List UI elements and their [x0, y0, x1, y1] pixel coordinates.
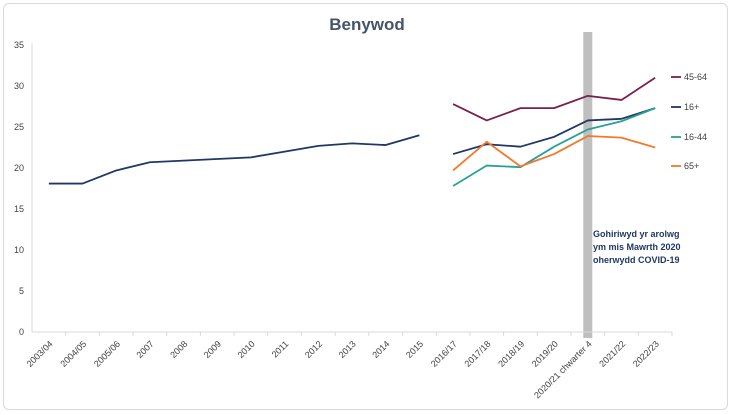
x-tick-label: 2013 — [337, 339, 358, 360]
annotation-line: ym mis Mawrth 2020 — [593, 242, 681, 252]
chart-frame — [3, 3, 728, 410]
y-tick-label: 35 — [14, 40, 24, 50]
x-tick-label: 2021/22 — [597, 339, 627, 369]
y-tick-label: 10 — [14, 245, 24, 255]
x-tick-label: 2014 — [370, 339, 391, 360]
y-tick-label: 20 — [14, 163, 24, 173]
series-line-16-44 — [452, 107, 656, 187]
legend-label: 16-44 — [684, 132, 707, 142]
series-lines — [48, 77, 656, 187]
covid-band-layer — [583, 32, 593, 338]
series-line-65- — [452, 135, 656, 172]
axes: 0 5 10 15 20 25 30 35 2003/04 2004/05 2005/06 2007 2… — [14, 40, 673, 401]
covid-annotation: Gohiriwyd yr arolwg ym mis Mawrth 2020 ohe… — [593, 229, 681, 265]
annotation-line: oherwydd COVID-19 — [593, 255, 680, 265]
x-tick-label: 2003/04 — [25, 339, 55, 369]
series-line-16- — [452, 107, 656, 155]
y-tick-label: 5 — [19, 286, 24, 296]
x-tick-label: 2004/05 — [58, 339, 88, 369]
y-tick-label: 25 — [14, 122, 24, 132]
legend-label: 16+ — [684, 102, 699, 112]
x-tick-label: 2010 — [236, 339, 257, 360]
x-tick-label: 2005/06 — [92, 339, 122, 369]
x-tick-label: 2015 — [404, 339, 425, 360]
chart-title: Benywod — [329, 15, 405, 34]
annotation-line: Gohiriwyd yr arolwg — [593, 229, 680, 239]
y-tick-label: 30 — [14, 81, 24, 91]
x-tick-label: 2018/19 — [496, 339, 526, 369]
x-tick-label: 2011 — [270, 339, 291, 360]
x-tick-label: 2016/17 — [429, 339, 459, 369]
covid-band — [583, 32, 593, 338]
y-tick-label: 0 — [19, 327, 24, 337]
x-tick-label: 2022/23 — [631, 339, 661, 369]
x-tick-label: 2012 — [303, 339, 324, 360]
x-tick-label: 2019/20 — [530, 339, 560, 369]
x-tick-label: 2008 — [168, 339, 189, 360]
series-line-overall — [48, 134, 420, 185]
series-line-45-64 — [452, 77, 656, 122]
legend: 45-64 16+ 16-44 65+ — [671, 72, 707, 171]
x-tick-label: 2017/18 — [463, 339, 493, 369]
legend-label: 65+ — [684, 161, 699, 171]
y-tick-label: 15 — [14, 204, 24, 214]
x-tick-label: 2009 — [202, 339, 223, 360]
x-tick-label: 2020/21 chwarter 4 — [532, 339, 594, 401]
x-tick-label: 2007 — [135, 339, 156, 360]
legend-label: 45-64 — [684, 72, 707, 82]
